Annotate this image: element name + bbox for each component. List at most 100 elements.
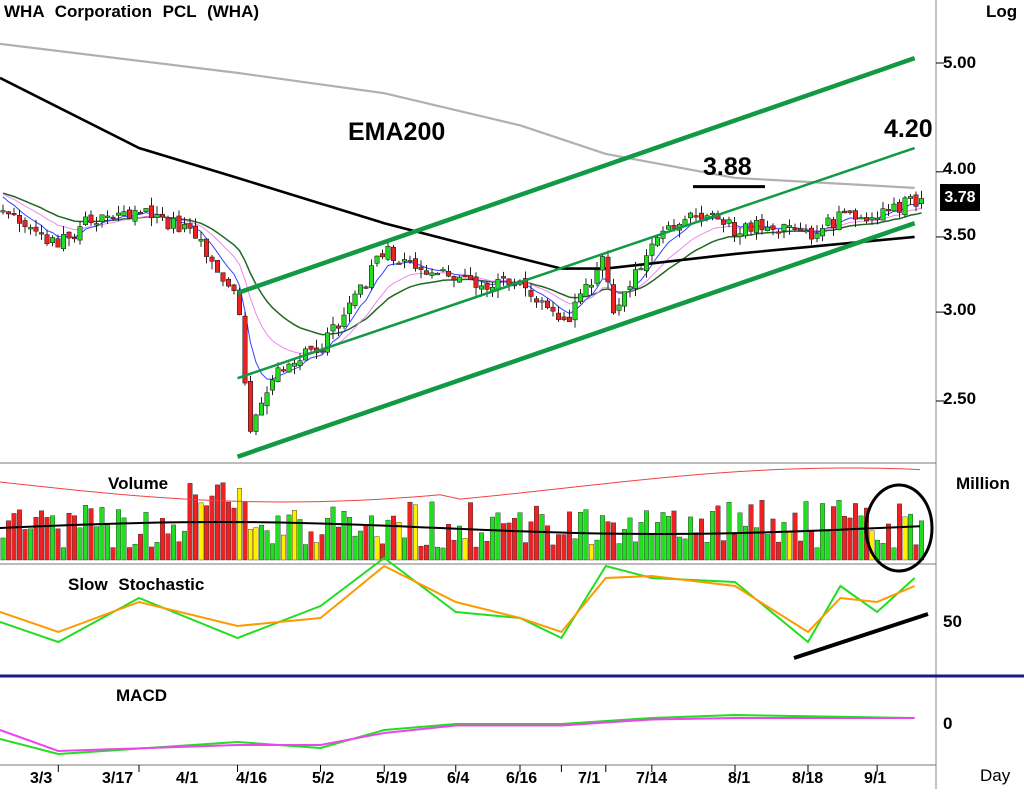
y-tick-label: 3.50 bbox=[943, 225, 977, 244]
candle-body bbox=[385, 246, 391, 260]
candle-body bbox=[55, 238, 61, 248]
candle-body bbox=[226, 278, 232, 287]
candle-body bbox=[825, 217, 831, 226]
candle-body bbox=[594, 269, 600, 284]
stochastic-line bbox=[0, 556, 916, 644]
candle-body bbox=[357, 284, 363, 295]
volume-bar bbox=[275, 515, 281, 561]
volume-ma-long bbox=[0, 467, 921, 503]
candle-body bbox=[709, 212, 715, 216]
volume-bar bbox=[792, 512, 798, 561]
candle-body bbox=[187, 223, 193, 229]
candle-body bbox=[456, 276, 462, 283]
volume-bar bbox=[11, 513, 17, 561]
candle-body bbox=[33, 226, 39, 232]
volume-ma-short bbox=[0, 520, 921, 536]
trend-channel-line bbox=[236, 56, 916, 296]
volume-bar bbox=[110, 547, 116, 561]
volume-bar bbox=[358, 530, 363, 561]
volume-bar bbox=[534, 505, 539, 561]
candle-body bbox=[341, 314, 347, 327]
volume-bar bbox=[754, 527, 759, 561]
volume-bar bbox=[451, 539, 457, 561]
volume-bar bbox=[22, 529, 28, 561]
volume-bar bbox=[369, 515, 374, 561]
macd-line bbox=[0, 717, 915, 753]
volume-bar bbox=[325, 518, 330, 561]
volume-bar bbox=[886, 523, 891, 561]
x-tick-label: 3/17 bbox=[102, 770, 134, 787]
candle-body bbox=[368, 265, 374, 288]
volume-bar bbox=[622, 529, 627, 561]
candle-body bbox=[324, 332, 330, 353]
candle-body bbox=[220, 272, 226, 282]
volume-bar bbox=[259, 524, 264, 561]
volume-bar bbox=[770, 518, 776, 561]
candle-body bbox=[539, 300, 545, 303]
volume-bar bbox=[550, 544, 556, 561]
candle-body bbox=[451, 276, 457, 281]
volume-bar bbox=[528, 521, 534, 561]
candle-body bbox=[253, 414, 259, 432]
candle-body bbox=[193, 225, 199, 239]
volume-bar bbox=[297, 519, 303, 561]
candle-body bbox=[913, 194, 919, 207]
y-tick-label: 2.50 bbox=[943, 389, 977, 408]
candle-body bbox=[770, 225, 776, 230]
candle-body bbox=[698, 212, 704, 220]
candle-body bbox=[401, 259, 407, 262]
volume-bar bbox=[28, 528, 33, 561]
volume-bar bbox=[160, 518, 165, 561]
candle-body bbox=[902, 197, 908, 216]
volume-bar bbox=[308, 531, 314, 561]
candle-body bbox=[264, 392, 270, 407]
target-annotation: 4.20 bbox=[884, 115, 933, 143]
trend-channel-line bbox=[236, 221, 916, 459]
candle-body bbox=[154, 214, 160, 218]
candle-body bbox=[654, 237, 660, 246]
volume-bar bbox=[594, 539, 600, 561]
volume-bar bbox=[143, 512, 149, 561]
volume-bar bbox=[666, 515, 671, 561]
volume-bar bbox=[677, 536, 682, 561]
candle-body bbox=[484, 282, 490, 290]
volume-bar bbox=[517, 512, 523, 561]
ema200-label: EMA200 bbox=[348, 118, 446, 146]
volume-bar bbox=[660, 512, 666, 561]
candle-body bbox=[748, 222, 754, 232]
volume-bar bbox=[391, 515, 396, 561]
volume-bar bbox=[248, 528, 253, 561]
volume-bar bbox=[66, 512, 72, 561]
candle-body bbox=[869, 217, 875, 221]
volume-bar bbox=[226, 501, 231, 561]
volume-bar bbox=[72, 515, 77, 561]
candle-body bbox=[550, 306, 556, 312]
candle-body bbox=[242, 315, 248, 384]
volume-bar bbox=[440, 547, 446, 561]
candle-body bbox=[72, 236, 78, 240]
volume-bar bbox=[644, 510, 649, 561]
candle-body bbox=[412, 258, 418, 269]
volume-bar bbox=[710, 510, 715, 561]
candle-body bbox=[797, 228, 803, 232]
candle-body bbox=[726, 219, 732, 224]
candle-body bbox=[775, 231, 781, 234]
candle-body bbox=[665, 225, 671, 230]
candle-body bbox=[352, 293, 358, 306]
volume-bar bbox=[363, 525, 369, 561]
volume-bar bbox=[627, 517, 633, 561]
candle-body bbox=[204, 238, 210, 257]
candle-body bbox=[94, 223, 100, 226]
candle-body bbox=[720, 219, 726, 225]
candle-body bbox=[105, 215, 111, 218]
volume-bar bbox=[638, 522, 644, 561]
candle-body bbox=[599, 256, 605, 271]
volume-bar bbox=[253, 527, 259, 561]
candle-body bbox=[434, 273, 440, 276]
candle-body bbox=[27, 227, 33, 230]
x-tick-label: 5/2 bbox=[312, 770, 335, 787]
volume-bar bbox=[176, 541, 182, 561]
candle-body bbox=[16, 215, 22, 224]
candle-body bbox=[407, 260, 413, 263]
